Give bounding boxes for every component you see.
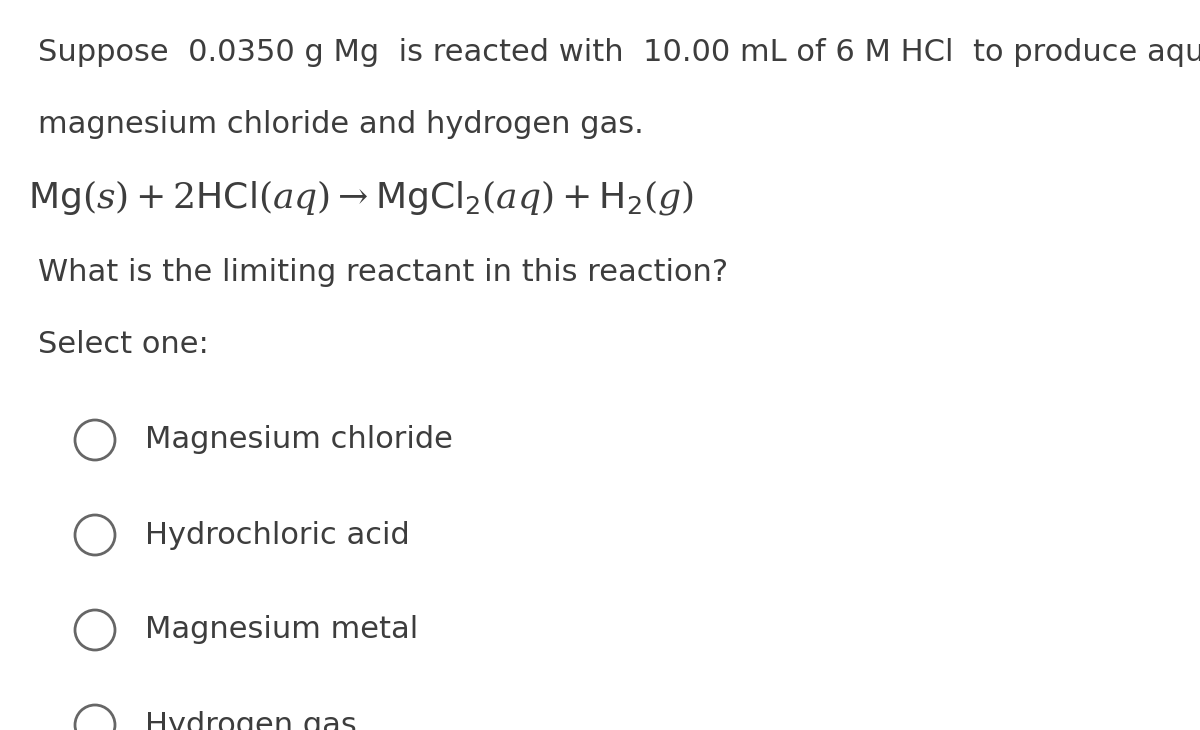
Text: Magnesium metal: Magnesium metal bbox=[145, 615, 419, 645]
Text: Hydrogen gas: Hydrogen gas bbox=[145, 710, 356, 730]
Text: magnesium chloride and hydrogen gas.: magnesium chloride and hydrogen gas. bbox=[38, 110, 643, 139]
Text: Select one:: Select one: bbox=[38, 330, 209, 359]
Text: What is the limiting reactant in this reaction?: What is the limiting reactant in this re… bbox=[38, 258, 728, 287]
Text: Suppose  0.0350 g Mg  is reacted with  10.00 mL of 6 M HCl  to produce aqueous: Suppose 0.0350 g Mg is reacted with 10.0… bbox=[38, 38, 1200, 67]
Text: Hydrochloric acid: Hydrochloric acid bbox=[145, 520, 409, 550]
Text: $\mathregular{Mg}(s) + 2\mathregular{HCl}(aq) \rightarrow \mathregular{MgCl_2}(a: $\mathregular{Mg}(s) + 2\mathregular{HCl… bbox=[28, 178, 694, 217]
Text: Magnesium chloride: Magnesium chloride bbox=[145, 426, 452, 455]
